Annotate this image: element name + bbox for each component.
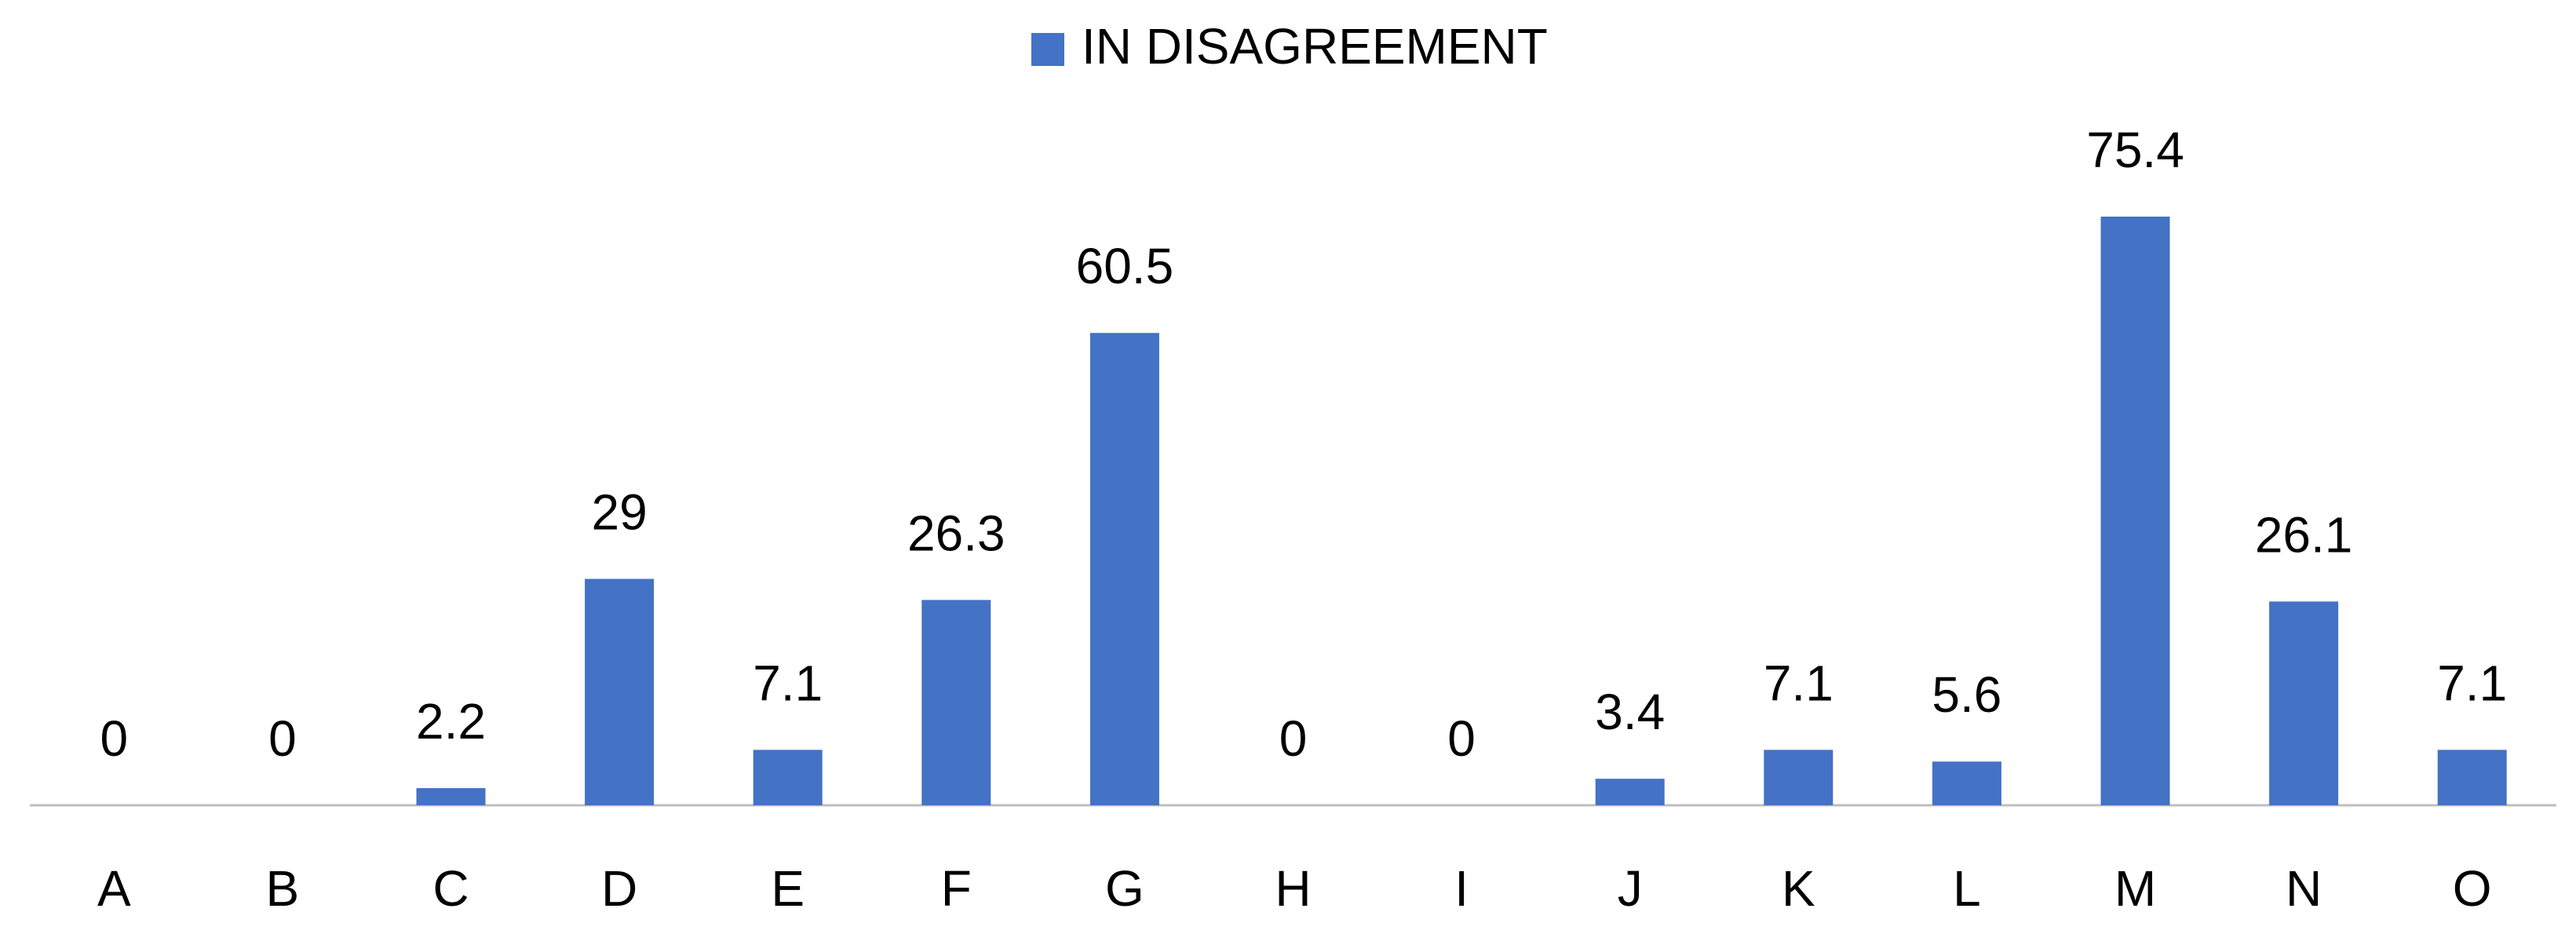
data-label: 0 <box>268 710 297 767</box>
data-label: 7.1 <box>1764 655 1833 711</box>
x-tick-label: F <box>941 860 972 917</box>
data-label: 0 <box>100 710 129 767</box>
legend-label: IN DISAGREEMENT <box>1082 18 1548 75</box>
x-tick-label: O <box>2453 860 2492 917</box>
x-tick-label: N <box>2286 860 2322 917</box>
x-tick-label: H <box>1275 860 1311 917</box>
x-tick-label: E <box>771 860 805 917</box>
data-label: 0 <box>1447 710 1476 767</box>
bar <box>2100 217 2170 805</box>
bar <box>1932 761 2001 805</box>
bar <box>416 788 486 805</box>
data-label: 7.1 <box>753 655 823 711</box>
data-label: 0 <box>1279 710 1308 767</box>
x-tick-label: B <box>266 860 300 917</box>
data-label: 75.4 <box>2086 122 2184 178</box>
data-label: 29 <box>592 483 648 540</box>
x-tick-label: M <box>2114 860 2156 917</box>
x-tick-label: C <box>432 860 469 917</box>
bar <box>2269 601 2339 805</box>
data-label: 3.4 <box>1595 684 1665 740</box>
data-label: 7.1 <box>2437 655 2507 711</box>
x-tick-label: D <box>601 860 637 917</box>
x-tick-label: I <box>1454 860 1469 917</box>
x-tick-label: L <box>1953 860 1981 917</box>
data-label: 2.2 <box>416 693 486 750</box>
x-tick-label: J <box>1618 860 1643 917</box>
bar <box>2437 750 2507 805</box>
legend-swatch <box>1031 33 1064 66</box>
bar <box>1089 333 1159 805</box>
bar <box>921 600 991 805</box>
bar <box>753 750 823 805</box>
x-tick-label: A <box>97 860 131 917</box>
x-tick-label: K <box>1782 860 1815 917</box>
data-label: 26.3 <box>907 505 1005 561</box>
bar <box>585 578 655 805</box>
bar <box>1595 779 1665 805</box>
x-tick-label: G <box>1105 860 1144 917</box>
data-label: 5.6 <box>1932 666 2001 723</box>
data-label: 26.1 <box>2255 506 2353 563</box>
bar <box>1764 750 1833 805</box>
data-label: 60.5 <box>1076 238 1174 294</box>
